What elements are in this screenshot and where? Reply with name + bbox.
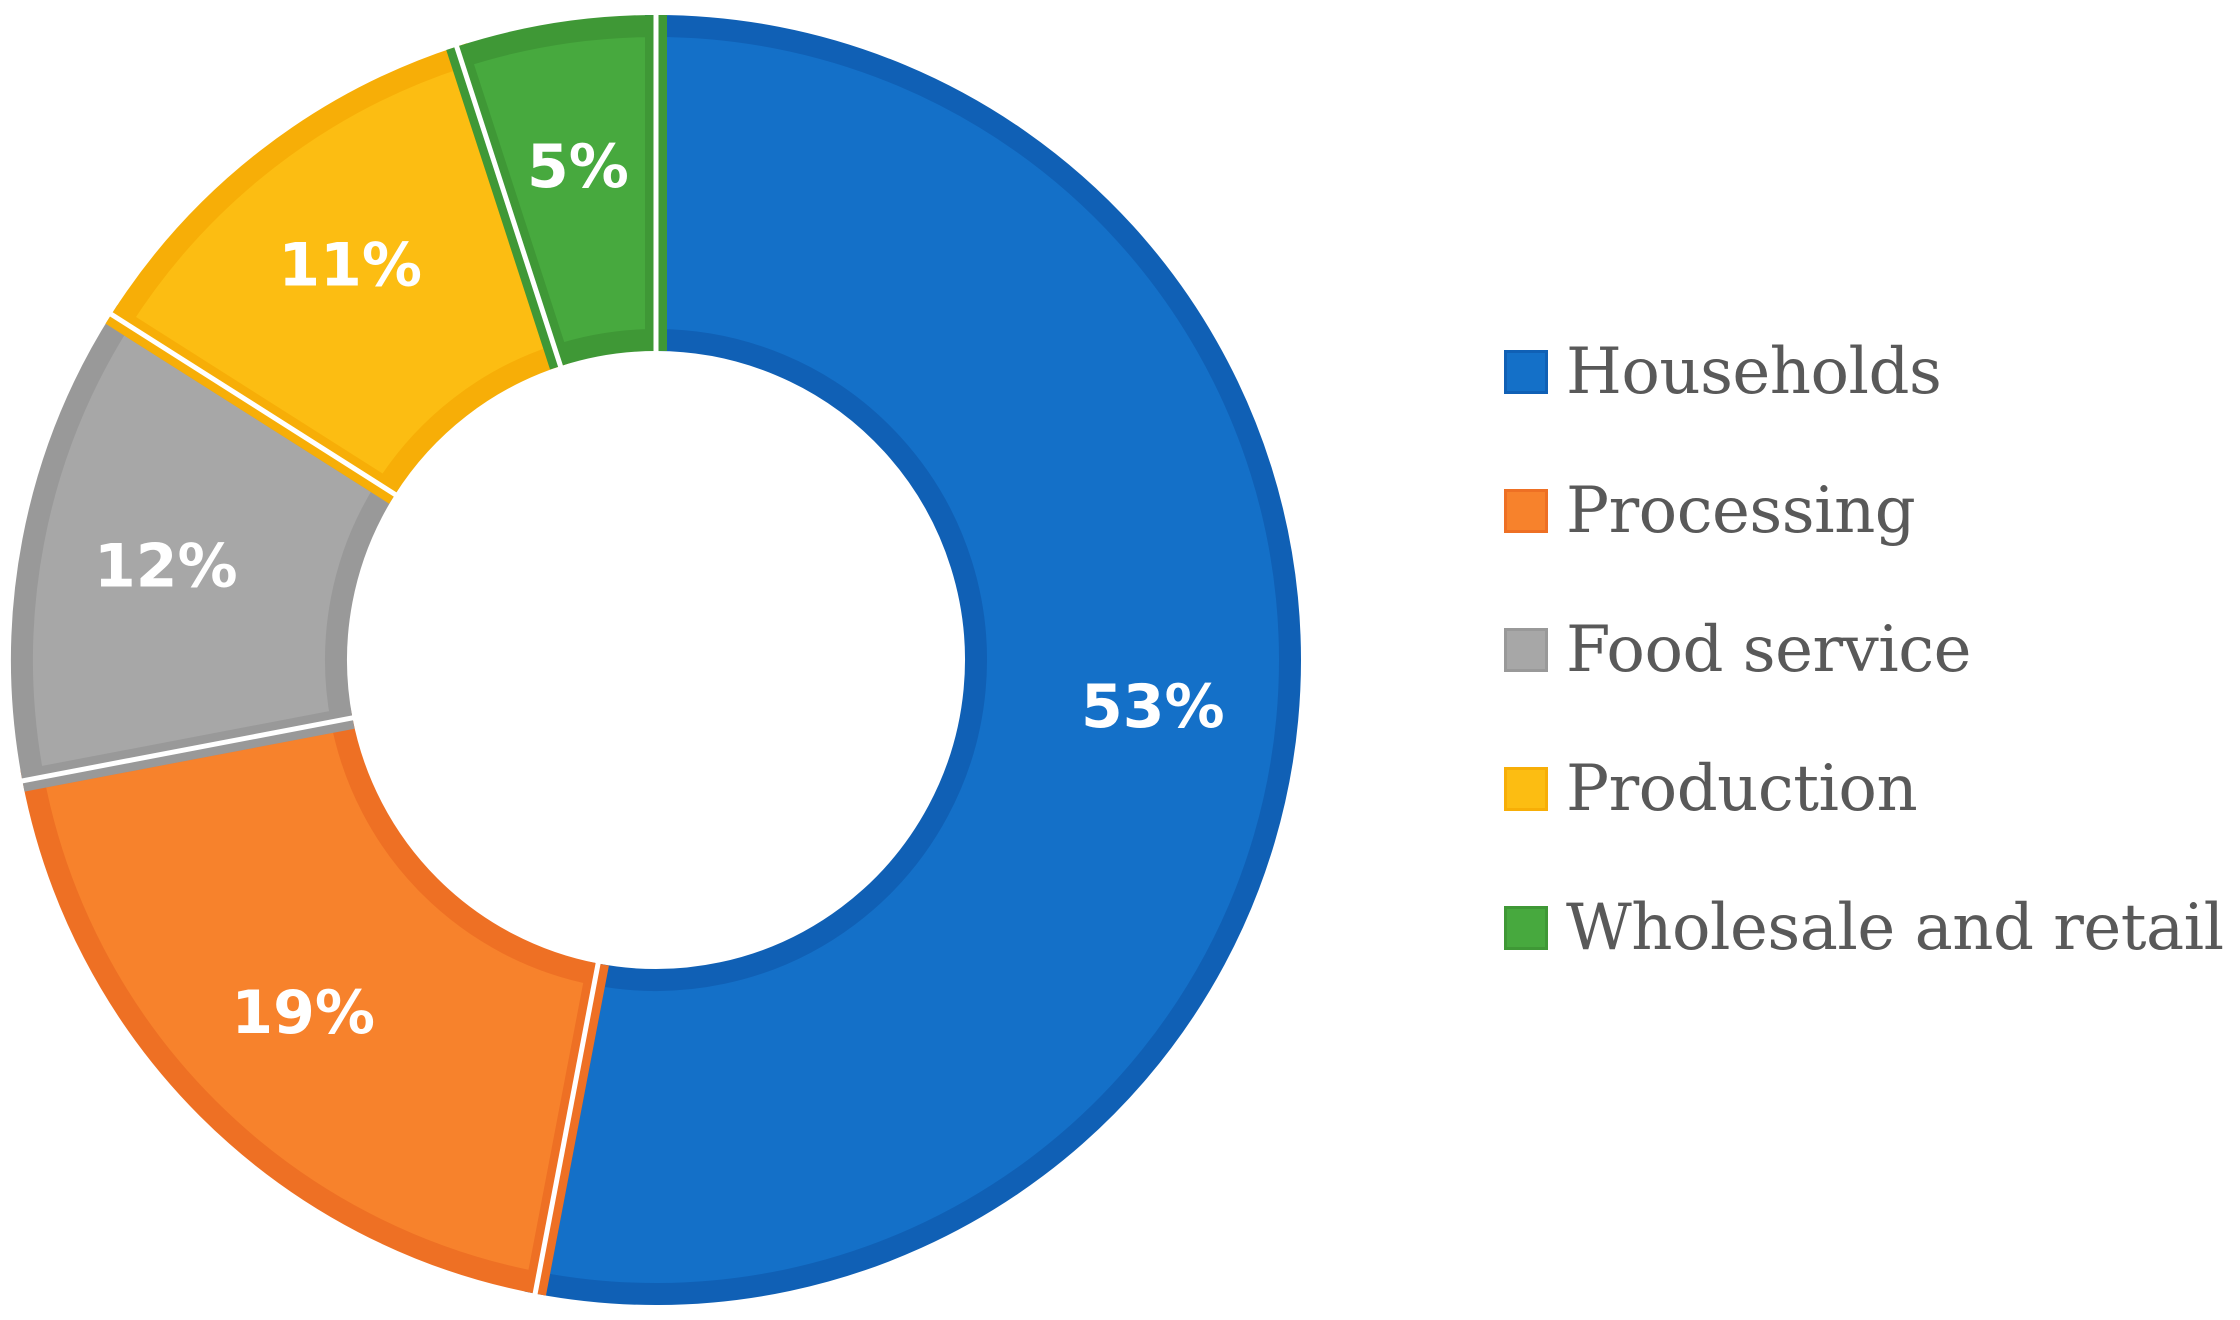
data-label-wholesale-and-retail: 5%: [527, 132, 629, 202]
legend-label-production: Production: [1566, 752, 1918, 826]
slice-production: [105, 43, 571, 504]
legend-swatch-production: [1504, 767, 1548, 811]
legend-item-processing: Processing: [1504, 471, 2224, 551]
chart-legend: Households Processing Food service Produ…: [1504, 332, 2224, 1027]
data-label-food-service: 12%: [94, 531, 238, 601]
slice-separator-production: [109, 311, 398, 498]
legend-swatch-households: [1504, 350, 1548, 394]
legend-swatch-food-service: [1504, 628, 1548, 672]
slice-separator-processing: [532, 962, 601, 1296]
legend-item-wholesale-and-retail: Wholesale and retail: [1504, 888, 2224, 968]
data-label-processing: 19%: [231, 978, 375, 1048]
slice-households: [524, 14, 1301, 1305]
legend-item-food-service: Food service: [1504, 610, 2224, 690]
legend-label-households: Households: [1566, 335, 1942, 409]
slice-separator-food-service: [20, 715, 354, 784]
legend-swatch-processing: [1504, 489, 1548, 533]
legend-item-households: Households: [1504, 332, 2224, 412]
data-label-production: 11%: [278, 231, 422, 301]
slice-processing: [20, 707, 609, 1296]
data-label-households: 53%: [1081, 672, 1225, 742]
legend-label-processing: Processing: [1566, 474, 1916, 548]
slice-separator-wholesale-and-retail: [453, 44, 564, 368]
legend-swatch-wholesale-and-retail: [1504, 906, 1548, 950]
legend-item-production: Production: [1504, 749, 2224, 829]
legend-label-food-service: Food service: [1566, 613, 1971, 687]
legend-label-wholesale-and-retail: Wholesale and retail: [1566, 891, 2224, 965]
